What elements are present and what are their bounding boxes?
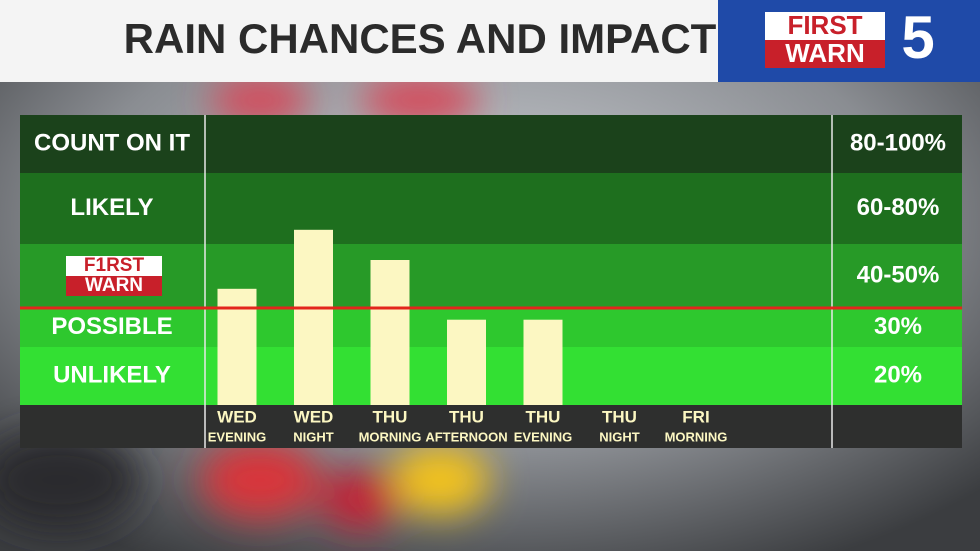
x-tick-label: MORNING <box>359 429 422 444</box>
x-tick-label: WED <box>217 407 257 426</box>
x-tick-label: AFTERNOON <box>425 429 507 444</box>
x-tick-label: MORNING <box>665 429 728 444</box>
zone <box>20 308 962 347</box>
zone-label: UNLIKELY <box>53 361 171 388</box>
zone-label: POSSIBLE <box>51 313 172 340</box>
title: RAIN CHANCES AND IMPACT <box>124 15 717 62</box>
zone-range: 40-50% <box>857 261 940 288</box>
zone-label: F1RST <box>84 255 145 276</box>
bar <box>294 229 333 405</box>
logo-text: WARN <box>785 38 864 68</box>
zone <box>20 347 962 405</box>
bar <box>447 319 486 405</box>
zone-logo <box>66 256 162 276</box>
zone <box>20 244 962 308</box>
zone-range: 60-80% <box>857 194 940 221</box>
header-bar <box>0 0 720 82</box>
zone-label: COUNT ON IT <box>34 129 190 156</box>
logo-panel <box>765 40 885 68</box>
zone-range: 30% <box>874 313 922 340</box>
x-tick-label: THU <box>449 407 484 426</box>
x-tick-label: EVENING <box>208 429 267 444</box>
zone-label: LIKELY <box>70 194 153 221</box>
axis-band <box>20 405 962 448</box>
x-tick-label: THU <box>373 407 408 426</box>
x-tick-label: NIGHT <box>293 429 334 444</box>
zone-range: 20% <box>874 361 922 388</box>
zone <box>20 115 962 173</box>
logo-text: FIRST <box>787 10 862 40</box>
zone-range: 80-100% <box>850 129 946 156</box>
x-tick-label: EVENING <box>514 429 573 444</box>
x-tick-label: THU <box>602 407 637 426</box>
bar <box>523 319 563 405</box>
bar <box>370 260 410 405</box>
bar <box>217 288 257 405</box>
zone-logo <box>66 276 162 296</box>
x-tick-label: THU <box>526 407 561 426</box>
zone-label: WARN <box>85 275 143 296</box>
background-lights <box>0 75 490 530</box>
x-tick-label: FRI <box>682 407 709 426</box>
logo-panel <box>765 12 885 40</box>
logo-number: 5 <box>901 4 934 71</box>
zone <box>20 173 962 244</box>
x-tick-label: WED <box>294 407 334 426</box>
x-tick-label: NIGHT <box>599 429 640 444</box>
